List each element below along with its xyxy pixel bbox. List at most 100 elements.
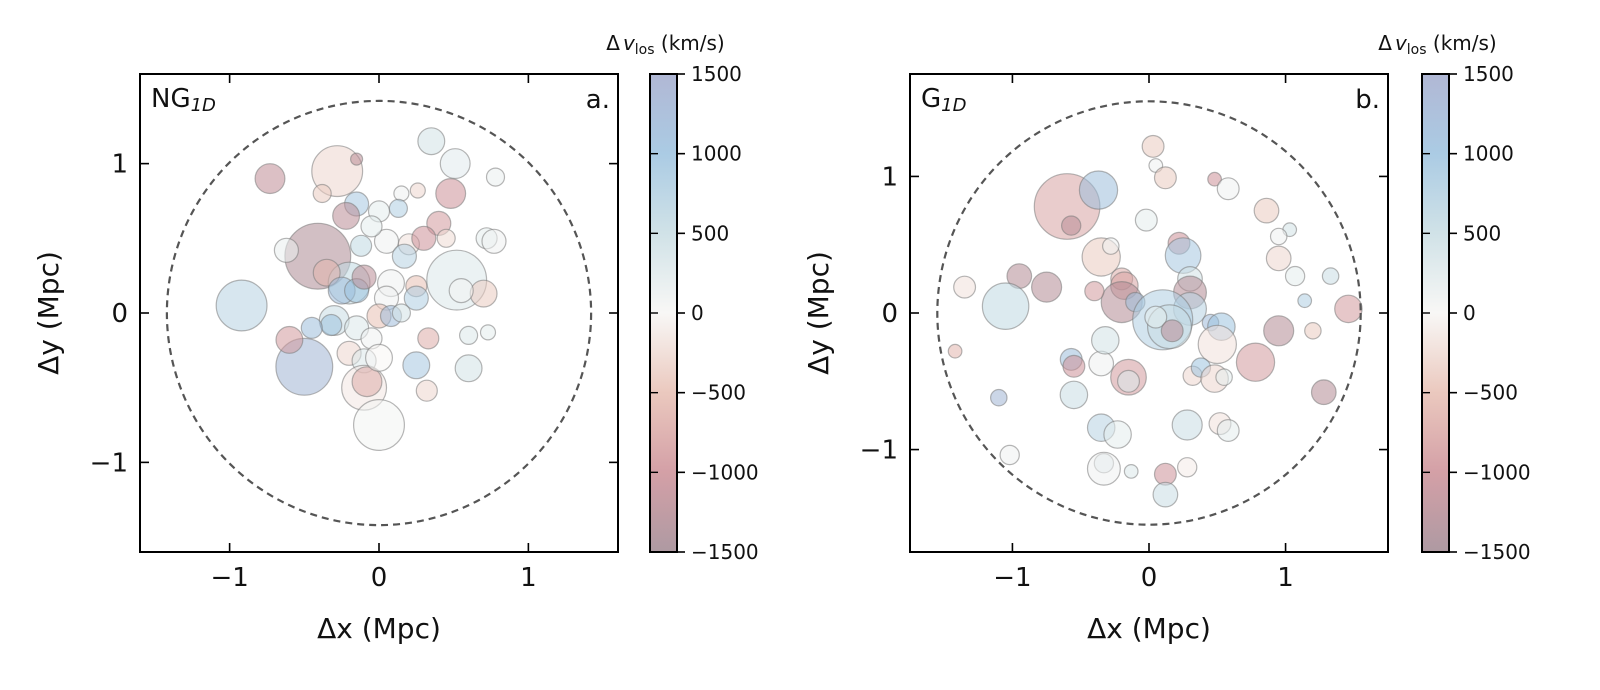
colorbar-tick-label: −1000 [691,460,759,484]
data-point [351,366,383,398]
x-tick-label: 1 [1277,563,1294,593]
plot-area [936,100,1363,526]
x-axis-label: Δx (Mpc) [1087,612,1211,645]
data-point [1102,237,1120,255]
data-point [1153,166,1177,190]
data-point [1304,321,1322,340]
y-tick-label: −1 [90,448,128,478]
data-point [350,234,373,257]
data-point [1334,294,1363,324]
data-point [1062,354,1086,378]
boundary-ring [936,100,1362,526]
data-point [254,163,286,195]
data-point [391,243,417,269]
data-point [1216,419,1240,443]
data-point [1215,368,1233,386]
colorbar-tick-label: −500 [691,381,746,405]
data-point [350,152,364,166]
data-point [360,215,383,238]
colorbar-tick-label: 500 [691,221,729,245]
data-point [485,167,506,187]
data-point [1197,324,1238,365]
y-tick-label: −1 [860,436,898,466]
plot-area [165,99,593,527]
data-point [1059,380,1089,410]
data-point [215,279,268,332]
panel-letter: a. [586,85,610,115]
panel-b: −1 0 1 1 0 −1 Δx (Mpc) Δy (Mpc) G1D b. 1500 1000 500… [802,31,1531,645]
data-point [415,379,438,402]
data-point [391,303,411,323]
data-point [300,316,323,339]
data-point [417,127,446,156]
panel-a: −1 0 1 1 0 −1 Δx (Mpc) Δy (Mpc) NG1D a. 1500 1000 50… [32,31,759,645]
data-point [402,351,431,380]
data-point [454,354,483,383]
data-point [1207,171,1222,187]
data-point [1060,215,1082,236]
data-point [469,279,498,308]
data-point [275,325,304,354]
panel-title: G1D [921,84,966,116]
data-point [388,198,408,218]
colorbar-tick-label: 500 [1463,221,1501,245]
panel-letter: b. [1355,85,1380,115]
data-point [1216,177,1240,201]
x-axis-label: Δx (Mpc) [317,612,441,645]
data-point [1030,271,1063,303]
colorbar-tick-label: −500 [1463,381,1518,405]
colorbar: 1500 1000 500 0 −500 −1000 −1500 Δ vlos (km/s) [1378,31,1530,564]
data-point [1084,280,1105,302]
panel-title: NG1D [151,84,216,116]
data-point [1253,197,1280,224]
x-tick-label: −1 [993,563,1031,593]
data-point [403,285,429,311]
x-tick-label: 0 [371,563,388,593]
colorbar-tick-label: −1500 [691,540,759,564]
data-point [1263,315,1295,347]
data-point [273,237,299,263]
data-point [435,178,467,210]
data-point [989,388,1008,407]
data-point [459,325,479,345]
data-point [1269,227,1288,246]
data-point [448,278,474,304]
data-point [1297,293,1313,309]
y-tick-label: 0 [881,299,898,329]
data-point [981,282,1030,331]
data-point [1123,464,1139,479]
data-point [1152,481,1179,508]
data-point [365,343,394,372]
y-axis-label: Δy (Mpc) [802,251,835,375]
boundary-ring [165,99,593,527]
data-point [411,225,437,251]
data-point [436,228,456,248]
data-point [1160,319,1184,343]
colorbar-tick-label: 1500 [691,62,742,86]
data-point [1265,245,1292,272]
data-point [393,185,410,202]
colorbar-tick-label: 1000 [691,142,742,166]
data-point [312,183,332,204]
data-point [1134,208,1158,232]
data-point [1078,170,1119,210]
data-point [999,444,1020,466]
y-axis-label: Δy (Mpc) [32,251,65,375]
data-point [1176,457,1198,478]
data-point [1321,267,1340,285]
data-point [479,324,497,341]
x-tick-label: −1 [210,563,248,593]
y-tick-label: 1 [881,162,898,192]
data-point [439,148,471,180]
colorbar-tick-label: −1500 [1463,540,1531,564]
colorbar-tick-label: −1000 [1463,460,1531,484]
data-point [320,313,343,337]
data-point [1141,134,1165,158]
data-point [417,327,440,350]
data-point [1086,451,1121,486]
data-point [353,399,406,452]
data-point [1088,350,1115,377]
